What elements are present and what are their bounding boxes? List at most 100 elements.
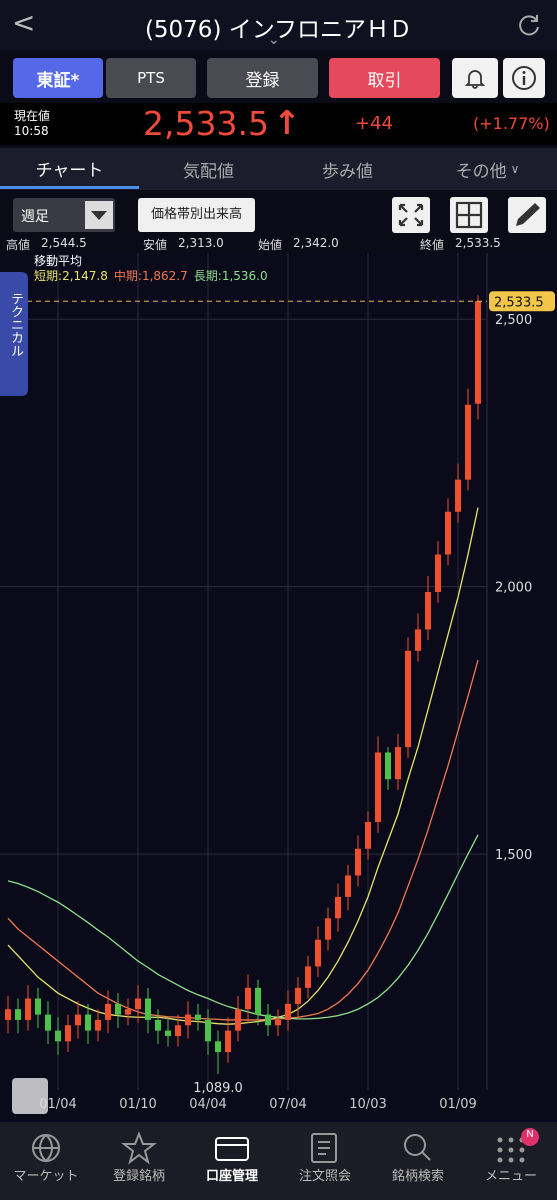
x-tick-label: 01/04 (39, 1097, 76, 1112)
candle-body (215, 1041, 221, 1053)
candle-body (305, 966, 311, 988)
x-tick-label: 10/03 (349, 1097, 386, 1112)
summary-value: 2,533.5 (455, 236, 501, 250)
market-button[interactable]: 東証* (13, 58, 103, 98)
candle-body (295, 987, 301, 1004)
title: (5076) インフロニアＨＤ (144, 17, 413, 43)
y-tick-label: 2,000 (495, 581, 532, 596)
bottom-nav: N (0, 1122, 557, 1200)
candle-body (345, 875, 351, 897)
candle-body (405, 650, 411, 748)
candle-body (335, 896, 341, 919)
nav-item[interactable]: メニュー (484, 1169, 537, 1184)
candle-body (225, 1030, 231, 1053)
candle-body (85, 1014, 91, 1031)
candle-body (425, 591, 431, 630)
dropdown-arrow (85, 201, 113, 229)
candle-body (115, 1003, 121, 1015)
trade-button[interactable]: 取引 (329, 58, 440, 98)
candle-body (265, 1014, 271, 1026)
summary-row: 高値 2,544.5 安値 2,313.0 始値 2,342.0 終値 2,533.5 (0, 236, 557, 254)
legend-name: 短期 (34, 269, 58, 283)
summary-label: 高値 (6, 238, 31, 252)
tab-bar (0, 148, 557, 190)
technical-tab[interactable]: テクニカル (0, 272, 28, 396)
moving-average-line (7, 834, 479, 1020)
back-button[interactable]: < (12, 6, 36, 39)
pts-button[interactable]: PTS (106, 58, 196, 98)
x-tick-label: 01/09 (439, 1097, 476, 1112)
y-tick-label: 1,500 (495, 848, 532, 863)
price-arrow: ↑ (273, 103, 301, 142)
last-price-tag (489, 291, 555, 312)
last-price-label: 2,533.5 (494, 295, 544, 310)
candle-body (165, 1030, 171, 1036)
candle-body (235, 1009, 241, 1031)
candle-body (155, 1019, 161, 1031)
summary-value: 2,544.5 (41, 236, 87, 250)
nav-item[interactable]: マーケット (13, 1169, 79, 1184)
nav-badge: N (526, 1129, 534, 1140)
quote-row: 現在値 10:58 2,533.5 ↑ +44 (+1.77%) (0, 103, 557, 145)
candle-body (35, 998, 41, 1015)
candle-body (455, 479, 461, 512)
candle-body (355, 848, 361, 876)
candle-body (315, 939, 321, 967)
summary-label: 安値 (143, 238, 168, 252)
expand-button[interactable] (392, 197, 430, 233)
quote-label: 現在値 (14, 109, 51, 123)
candle-body (245, 987, 251, 1010)
legend-value: 1,862.7 (142, 269, 188, 283)
nav-item[interactable]: 口座管理 (205, 1169, 258, 1184)
nav-item[interactable]: 登録銘柄 (112, 1169, 165, 1184)
tab-label: その他 (455, 161, 507, 182)
x-tick-label: 07/04 (269, 1097, 306, 1112)
price-change-pct: (+1.77%) (473, 114, 550, 133)
candle-body (285, 1003, 291, 1020)
candle-body (45, 1014, 51, 1031)
info-button[interactable] (503, 58, 545, 98)
chart-tools (392, 197, 546, 233)
register-button[interactable]: 登録 (207, 58, 318, 98)
summary-label: 終値 (420, 238, 445, 252)
legend: 短期:2,147.8 中期:1,862.7 長期:1,536.0 (34, 268, 268, 283)
nav-icons (32, 1128, 539, 1165)
summary-label: 始値 (258, 238, 283, 252)
alert-button[interactable] (452, 58, 498, 98)
volume-profile-button[interactable]: 価格帯別出来高 (138, 198, 255, 232)
tab[interactable]: 気配値 (183, 161, 234, 182)
nav-item[interactable]: 銘柄検索 (391, 1169, 444, 1184)
candle-body (415, 629, 421, 651)
candle-body (175, 1025, 181, 1036)
candle-body (475, 301, 481, 404)
candle-body (395, 747, 401, 780)
candle-body (195, 1014, 201, 1020)
tab[interactable]: チャート (0, 150, 139, 189)
legend-value: 2,147.8 (62, 269, 108, 283)
x-tick-label: 01/10 (119, 1097, 156, 1112)
title-chevron[interactable]: ⌄ (268, 32, 280, 48)
period-select[interactable]: 週足 (13, 198, 115, 232)
technical-label: テクニカル (8, 292, 23, 357)
refresh-icon[interactable] (516, 12, 542, 38)
period-label: 週足 (21, 209, 49, 225)
candle-body (65, 1025, 71, 1042)
candle-body (135, 998, 141, 1010)
candle-body (385, 752, 391, 780)
candle-body (15, 1009, 21, 1020)
tab[interactable]: その他 ∨ (418, 150, 557, 188)
candle-body (275, 1019, 281, 1026)
summary-value: 2,313.0 (178, 236, 224, 250)
tab[interactable]: 歩み値 (322, 161, 373, 182)
candle-body (445, 511, 451, 555)
candle-body (55, 1030, 61, 1042)
candle-body (75, 1014, 81, 1026)
candle-body (125, 1009, 131, 1015)
header: < (5076) インフロニアＨＤ ⌄ (0, 0, 557, 50)
chart-tool-button[interactable] (12, 1078, 48, 1114)
candle-body (435, 554, 441, 592)
x-tick-label: 04/04 (189, 1097, 226, 1112)
moving-average-line (7, 507, 479, 1025)
nav-item[interactable]: 注文照会 (298, 1169, 351, 1184)
